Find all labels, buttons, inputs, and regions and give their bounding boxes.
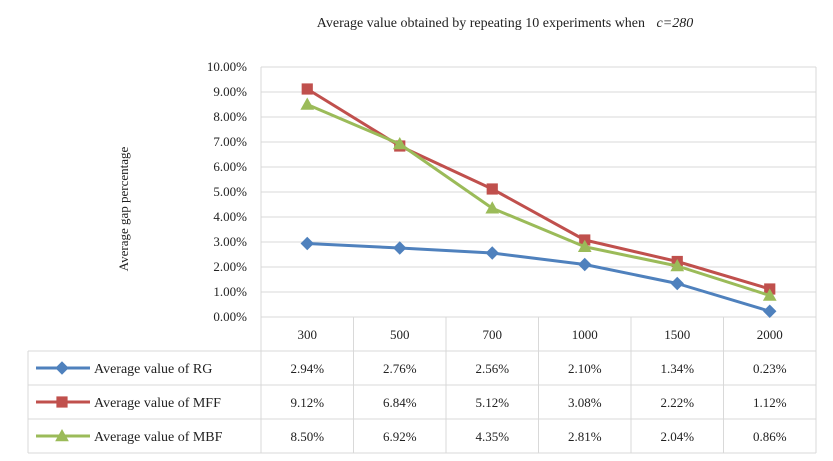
marker-diamond [485, 246, 499, 260]
y-tick-label: 10.00% [207, 59, 247, 74]
y-tick-label: 2.00% [213, 259, 247, 274]
y-tick-label: 1.00% [213, 284, 247, 299]
marker-square [301, 83, 313, 95]
data-value-label: 6.84% [383, 395, 417, 410]
marker-diamond [670, 276, 684, 291]
data-value-label: 0.86% [753, 429, 787, 444]
x-category-label: 2000 [757, 327, 783, 342]
legend-entry: Average value of RG [94, 362, 212, 377]
data-value-label: 2.04% [660, 429, 694, 444]
marker-triangle [577, 239, 592, 253]
data-value-label: 2.56% [475, 361, 509, 376]
series-2 [301, 83, 776, 295]
y-tick-label: 9.00% [213, 84, 247, 99]
x-category-label: 1000 [572, 327, 598, 342]
marker-diamond [55, 361, 69, 375]
marker-square [486, 183, 498, 195]
marker-triangle [670, 258, 685, 272]
marker-diamond [578, 257, 592, 272]
legend-entry: Average value of MFF [94, 396, 221, 411]
data-value-label: 2.10% [568, 361, 602, 376]
series-line [307, 242, 771, 313]
y-tick-label: 8.00% [213, 109, 247, 124]
data-value-label: 9.12% [290, 395, 324, 410]
chart-title: Average value obtained by repeating 10 e… [317, 16, 693, 31]
marker-diamond [393, 241, 407, 255]
data-value-label: 2.81% [568, 429, 602, 444]
marker-triangle [55, 428, 69, 442]
data-value-label: 8.50% [290, 429, 324, 444]
legend-entry: Average value of MBF [94, 430, 223, 445]
marker-triangle [762, 288, 777, 301]
marker-triangle [300, 97, 315, 110]
marker-diamond [300, 236, 314, 251]
marker-triangle [392, 136, 407, 150]
data-table: 300 500 700 1000 1500 2000 Average value of RG… [27, 316, 817, 454]
data-value-label: 1.12% [753, 395, 787, 410]
data-value-label: 2.94% [290, 361, 324, 376]
data-value-label: 6.92% [383, 429, 417, 444]
y-tick-label: 0.00% [213, 309, 247, 324]
x-category-label: 1500 [664, 327, 690, 342]
x-category-label: 700 [483, 327, 503, 342]
data-value-label: 1.34% [660, 361, 694, 376]
chart-title-main: Average value obtained by repeating 10 e… [317, 16, 645, 31]
y-tick-label: 5.00% [213, 184, 247, 199]
data-value-label: 2.76% [383, 361, 417, 376]
data-value-label: 3.08% [568, 395, 602, 410]
marker-square [56, 396, 68, 408]
data-value-label: 0.23% [753, 361, 787, 376]
y-tick-label: 6.00% [213, 159, 247, 174]
series-1 [300, 236, 777, 318]
y-axis-label: Average gap percentage [116, 146, 131, 271]
y-tick-labels: 10.00% 9.00% 8.00% 7.00% 6.00% 5.00% 4.00% 3.00… [207, 59, 247, 324]
x-category-label: 500 [390, 327, 410, 342]
y-tick-label: 3.00% [213, 234, 247, 249]
data-value-label: 4.35% [475, 429, 509, 444]
y-tick-label: 4.00% [213, 209, 247, 224]
marker-diamond [763, 304, 777, 318]
series-layer [300, 83, 777, 318]
marker-triangle [485, 201, 500, 214]
y-tick-label: 7.00% [213, 134, 247, 149]
series-3 [300, 97, 777, 301]
series-line [306, 103, 771, 297]
x-category-label: 300 [298, 327, 318, 342]
data-value-label: 5.12% [475, 395, 509, 410]
data-value-label: 2.22% [660, 395, 694, 410]
chart-title-param: c=280 [657, 16, 694, 31]
